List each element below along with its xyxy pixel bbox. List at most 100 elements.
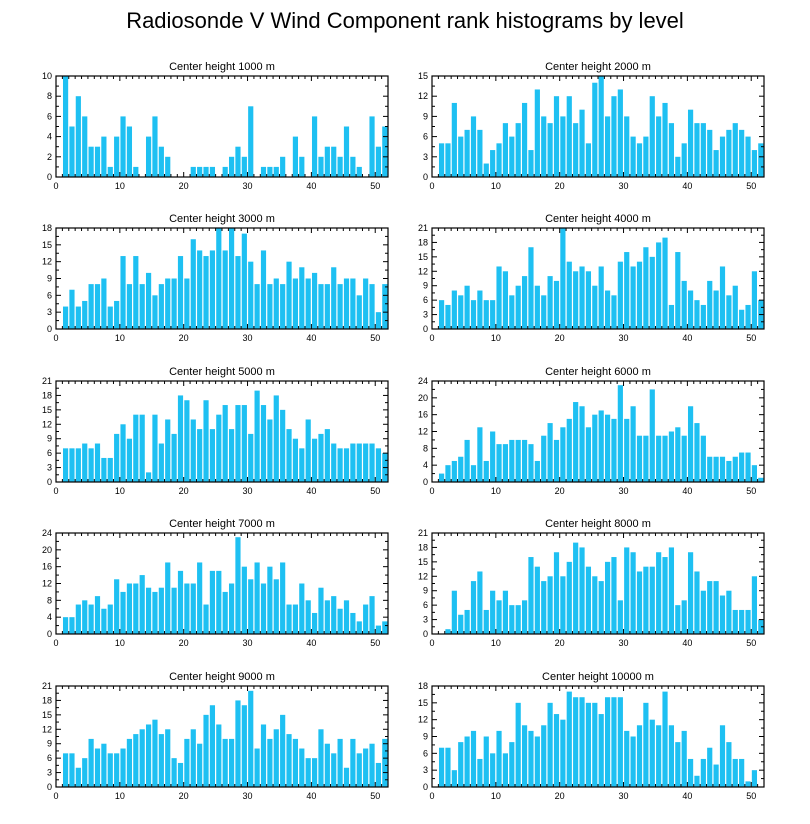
y-tick-label: 3 — [423, 310, 428, 320]
histogram-bar — [758, 477, 764, 482]
histogram-bar — [687, 552, 694, 634]
histogram-bar — [222, 738, 228, 787]
y-tick-label: 12 — [418, 91, 428, 101]
y-tick-label: 18 — [418, 542, 428, 552]
x-tick-label: 50 — [370, 181, 380, 191]
y-tick-label: 12 — [418, 427, 428, 437]
y-tick-label: 15 — [418, 698, 428, 708]
histogram-bar — [69, 289, 75, 329]
histogram-bar — [681, 143, 687, 177]
x-tick-label: 20 — [179, 333, 189, 343]
histogram-bar — [547, 123, 553, 177]
y-tick-label: 0 — [47, 172, 52, 182]
histogram-bar — [254, 562, 260, 634]
y-tick-label: 0 — [423, 324, 428, 334]
histogram-bar — [222, 405, 228, 482]
histogram-bar — [343, 126, 350, 177]
x-tick-label: 40 — [306, 181, 316, 191]
histogram-bar — [273, 278, 279, 329]
x-tick-label: 20 — [555, 638, 565, 648]
y-tick-label: 6 — [423, 600, 428, 610]
histogram-bar — [668, 304, 675, 329]
histogram-bar — [165, 156, 171, 177]
histogram-bar — [739, 758, 745, 787]
histogram-bar — [681, 730, 687, 787]
histogram-bar — [133, 414, 139, 482]
histogram-bar — [687, 406, 694, 482]
histogram-bar — [470, 116, 477, 177]
histogram-bar — [94, 146, 101, 177]
histogram-bar — [88, 738, 94, 787]
panel-title: Center height 5000 m — [169, 366, 275, 378]
plot-frame — [431, 685, 765, 788]
histogram-bar — [573, 542, 579, 634]
histogram-bar — [305, 419, 311, 482]
x-tick-label: 0 — [53, 333, 58, 343]
histogram-bar — [363, 604, 369, 634]
y-tick-label: 8 — [423, 443, 428, 453]
y-tick-label: 3 — [47, 307, 52, 317]
histogram-bar — [739, 609, 745, 634]
histogram-bar — [235, 256, 241, 329]
y-tick-label: 15 — [42, 405, 52, 415]
histogram-bar — [758, 143, 764, 177]
histogram-bar — [579, 697, 585, 787]
histogram-bar — [88, 604, 94, 634]
histogram-bar — [190, 419, 196, 482]
y-tick-label: 9 — [423, 281, 428, 291]
histogram-bar — [445, 747, 451, 787]
histogram-bar — [228, 583, 235, 634]
histogram-bar — [732, 123, 738, 177]
x-tick-label: 40 — [682, 181, 692, 191]
y-tick-label: 9 — [47, 434, 52, 444]
histogram-bar — [152, 295, 158, 329]
histogram-bar — [573, 402, 579, 482]
histogram-bar — [75, 604, 81, 634]
histogram-bar — [675, 742, 681, 787]
histogram-bar — [585, 702, 592, 787]
histogram-bar — [114, 433, 120, 482]
histogram-bar — [94, 443, 101, 482]
histogram-bar — [464, 285, 470, 329]
histogram-bar — [624, 418, 630, 482]
histogram-bar — [241, 405, 247, 482]
histogram-bar — [203, 604, 209, 634]
histogram-bar — [369, 596, 375, 634]
y-tick-label: 12 — [42, 257, 52, 267]
histogram-bar — [451, 590, 457, 634]
panel-title: Center height 1000 m — [169, 61, 275, 73]
histogram-bar — [675, 252, 681, 329]
histogram-bar — [739, 452, 745, 482]
panel-title: Center height 2000 m — [545, 61, 651, 73]
histogram-bar — [477, 427, 483, 482]
histogram-bar — [197, 562, 203, 634]
histogram-bar — [120, 256, 126, 329]
histogram-panel-5: Center height 5000 m 0 10 20 30 40 50 0 3 6 9 12 15 1… — [42, 366, 389, 496]
histogram-bar — [509, 439, 515, 482]
histogram-bar — [216, 414, 222, 482]
histogram-bar — [739, 129, 745, 177]
histogram-bar — [636, 143, 643, 177]
x-tick-label: 50 — [370, 638, 380, 648]
histogram-bar — [375, 625, 382, 634]
histogram-bar — [496, 266, 502, 329]
histogram-bar — [547, 276, 553, 329]
histogram-bar — [120, 748, 126, 787]
y-tick-label: 18 — [42, 390, 52, 400]
histogram-bar — [553, 439, 560, 482]
histogram-bar — [273, 395, 279, 482]
histogram-bar — [133, 583, 139, 634]
histogram-bar — [643, 247, 649, 329]
histogram-bar — [700, 123, 706, 177]
histogram-bar — [751, 271, 758, 329]
histogram-bar — [343, 278, 350, 329]
histogram-bar — [636, 435, 643, 482]
histogram-bar — [126, 438, 133, 482]
histogram-bar — [438, 747, 445, 787]
histogram-bar — [534, 89, 540, 177]
histogram-bar — [158, 146, 164, 177]
y-tick-label: 8 — [47, 595, 52, 605]
y-tick-label: 9 — [423, 586, 428, 596]
histogram-bar — [445, 465, 451, 482]
histogram-bar — [502, 444, 509, 482]
